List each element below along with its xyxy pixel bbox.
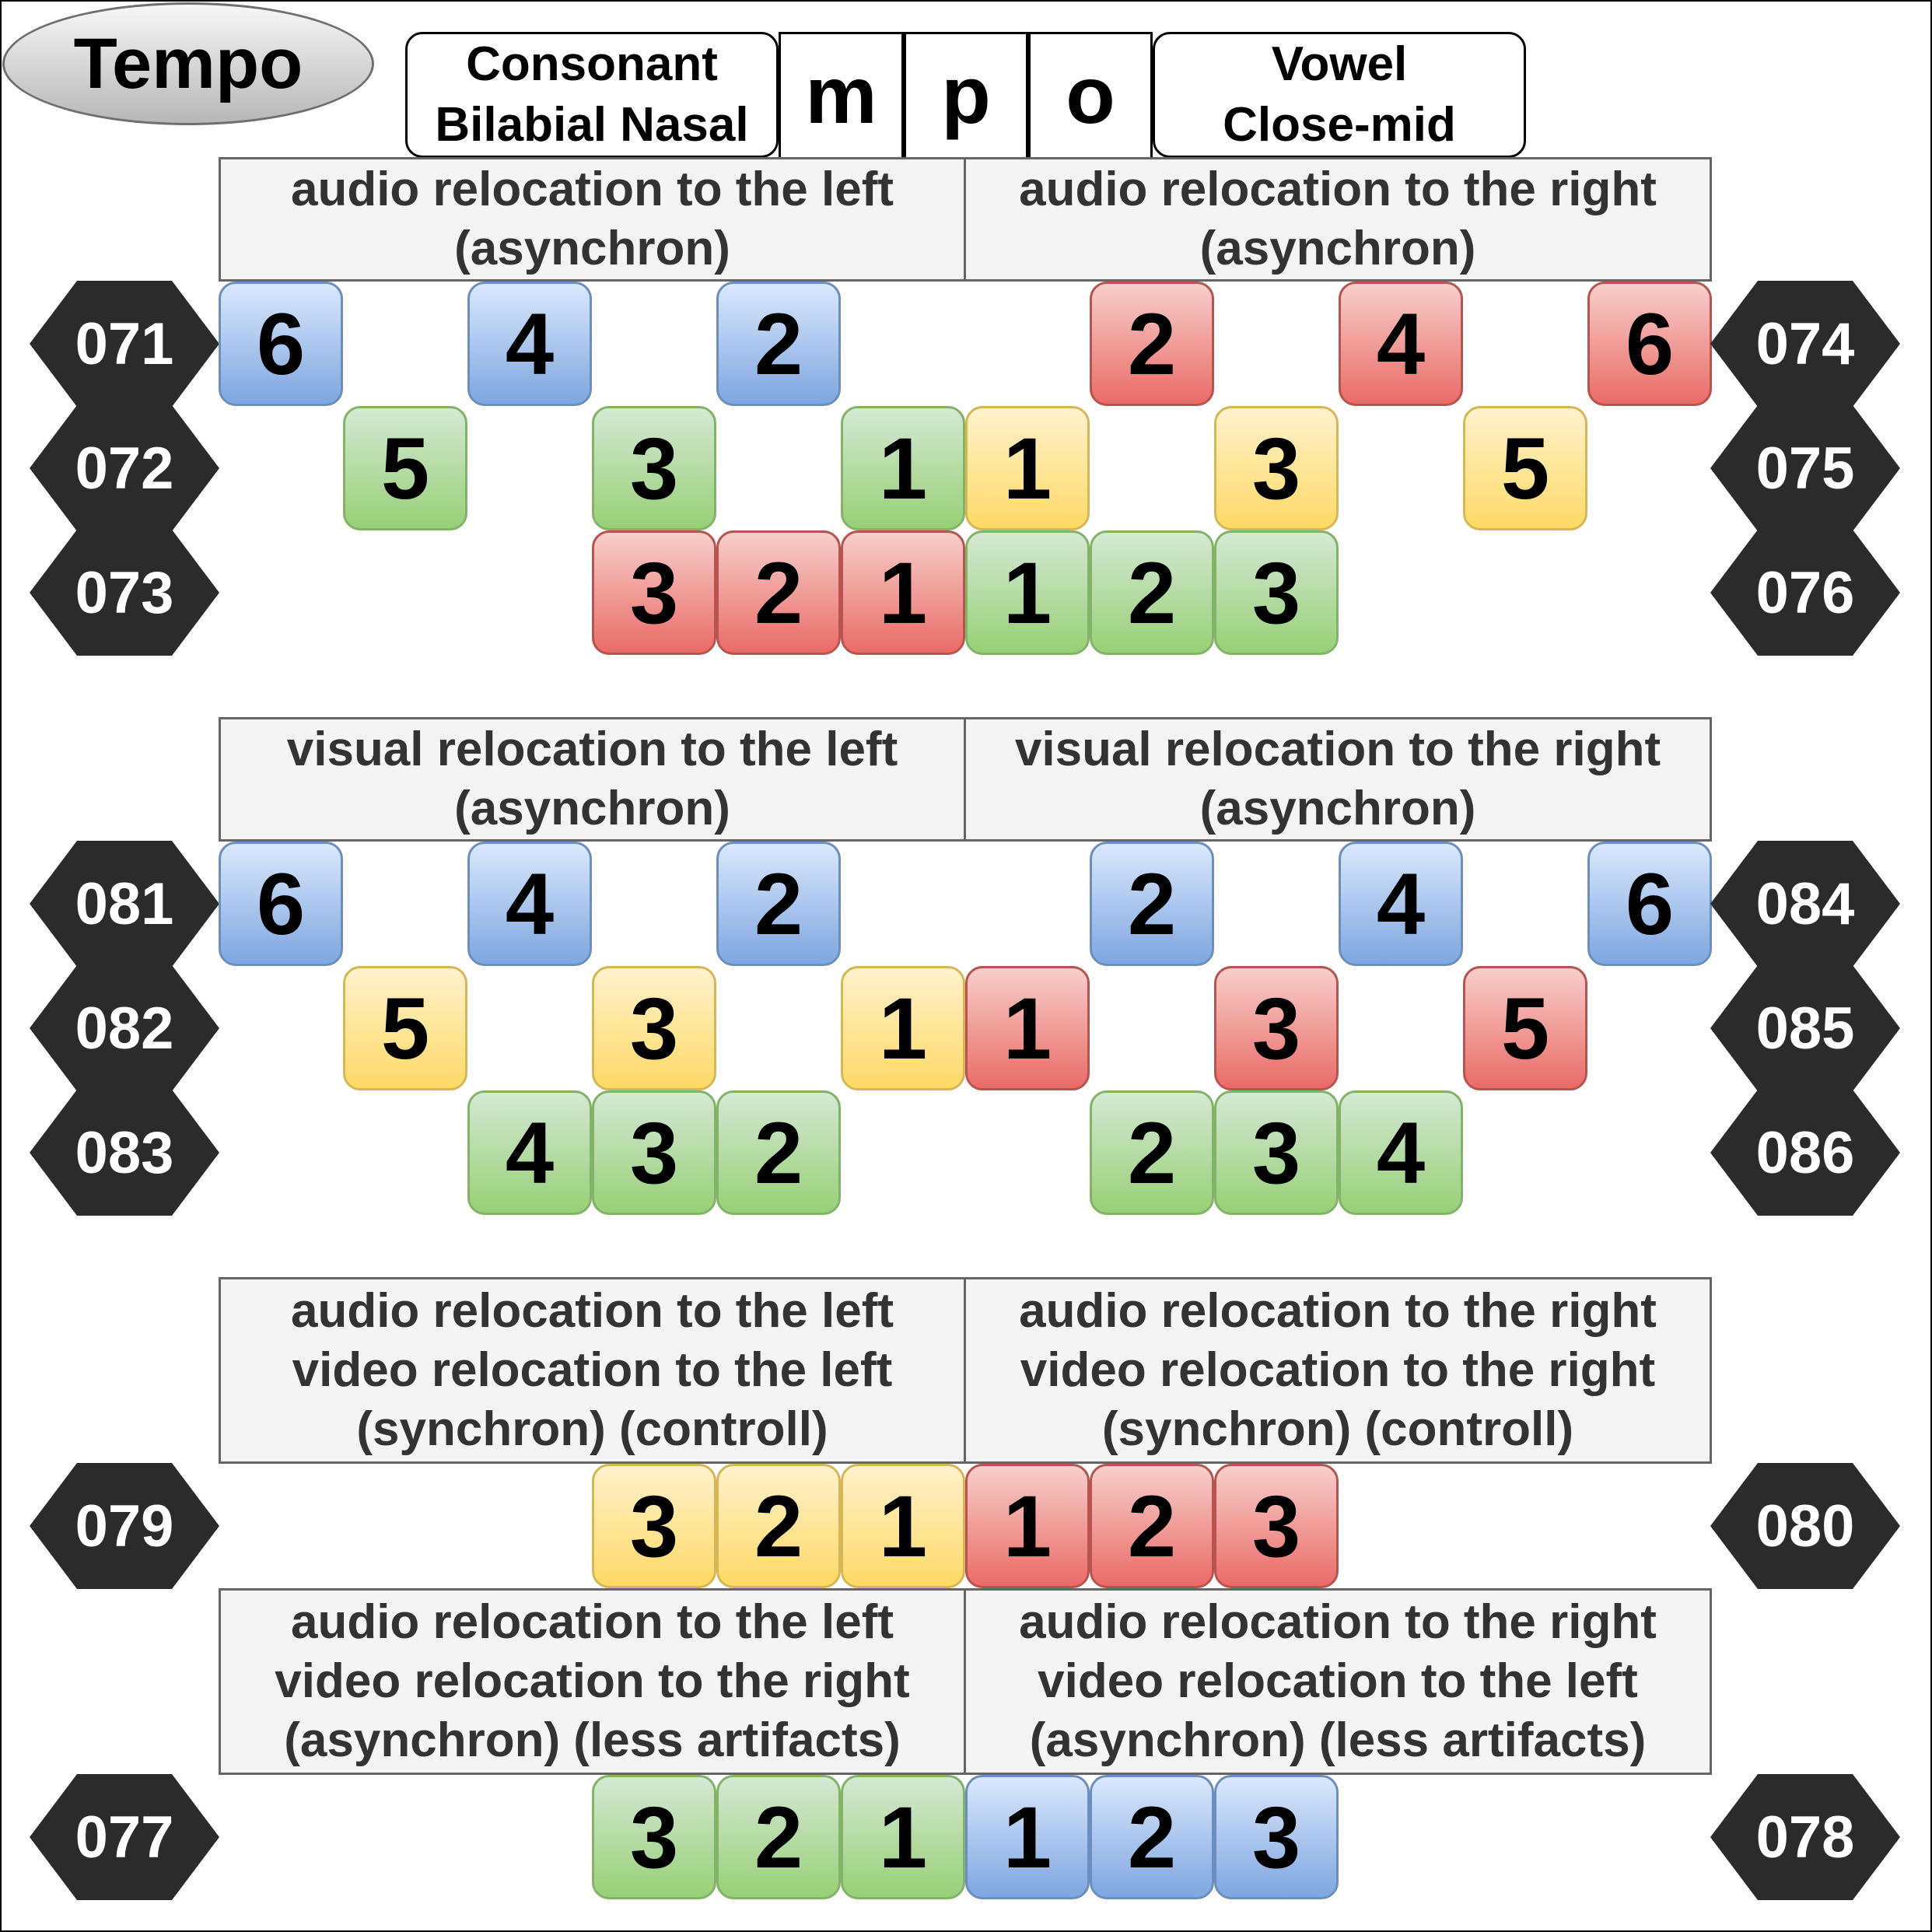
tile-red: 2 xyxy=(1090,282,1214,406)
tile-blue: 4 xyxy=(467,282,592,406)
phoneme-p: p xyxy=(904,32,1028,158)
tile-yellow: 3 xyxy=(592,966,716,1090)
tile-blue: 2 xyxy=(716,842,841,966)
tile-blue: 3 xyxy=(1214,1775,1339,1899)
phoneme-o: o xyxy=(1028,32,1153,158)
tile-yellow: 1 xyxy=(841,966,965,1090)
tile-red: 2 xyxy=(1090,1464,1214,1588)
tile-blue: 2 xyxy=(716,282,841,406)
tile-red: 3 xyxy=(592,530,716,655)
vowel-label: Vowel Close-mid xyxy=(1153,32,1526,158)
tile-yellow: 3 xyxy=(1214,406,1339,530)
tile-blue: 2 xyxy=(1090,842,1214,966)
clip-id-079: 079 xyxy=(30,1463,219,1589)
clip-id-075: 075 xyxy=(1710,405,1900,531)
section-1-left-header: audio relocation to the left (asynchron) xyxy=(219,157,966,282)
clip-id-076: 076 xyxy=(1710,530,1900,656)
clip-id-085: 085 xyxy=(1710,965,1900,1091)
tile-green: 2 xyxy=(1090,1090,1214,1215)
tile-red: 3 xyxy=(1214,966,1339,1090)
tile-green: 4 xyxy=(467,1090,592,1215)
tile-yellow: 2 xyxy=(716,1464,841,1588)
section-3-right-header: audio relocation to the right video relo… xyxy=(964,1277,1712,1464)
tile-green: 2 xyxy=(716,1090,841,1215)
tile-blue: 4 xyxy=(467,842,592,966)
tile-yellow: 1 xyxy=(841,1464,965,1588)
tile-red: 4 xyxy=(1339,282,1463,406)
tile-blue: 6 xyxy=(219,282,343,406)
tile-green: 1 xyxy=(841,1775,965,1899)
tile-yellow: 5 xyxy=(343,966,467,1090)
clip-id-086: 086 xyxy=(1710,1090,1900,1216)
section-4-right-header: audio relocation to the right video relo… xyxy=(964,1588,1712,1775)
consonant-label: Consonant Bilabial Nasal xyxy=(405,32,779,158)
tile-green: 3 xyxy=(1214,1090,1339,1215)
tile-red: 3 xyxy=(1214,1464,1339,1588)
tile-green: 2 xyxy=(1090,530,1214,655)
clip-id-084: 084 xyxy=(1710,841,1900,967)
tile-blue: 6 xyxy=(219,842,343,966)
tile-green: 5 xyxy=(343,406,467,530)
phoneme-m: m xyxy=(779,32,904,158)
tile-red: 5 xyxy=(1463,966,1587,1090)
section-3-left-header: audio relocation to the left video reloc… xyxy=(219,1277,966,1464)
tile-blue: 1 xyxy=(965,1775,1090,1899)
clip-id-074: 074 xyxy=(1710,281,1900,407)
tile-green: 3 xyxy=(592,1090,716,1215)
tile-green: 3 xyxy=(592,406,716,530)
section-2-left-header: visual relocation to the left (asynchron… xyxy=(219,717,966,842)
tile-yellow: 5 xyxy=(1463,406,1587,530)
tile-red: 1 xyxy=(965,1464,1090,1588)
tile-blue: 2 xyxy=(1090,1775,1214,1899)
tile-red: 1 xyxy=(841,530,965,655)
tile-blue: 4 xyxy=(1339,842,1463,966)
tile-red: 6 xyxy=(1587,282,1712,406)
clip-id-080: 080 xyxy=(1710,1463,1900,1589)
tile-yellow: 1 xyxy=(965,406,1090,530)
clip-id-078: 078 xyxy=(1710,1774,1900,1900)
section-4-left-header: audio relocation to the left video reloc… xyxy=(219,1588,966,1775)
tile-green: 3 xyxy=(1214,530,1339,655)
tile-blue: 6 xyxy=(1587,842,1712,966)
section-1-right-header: audio relocation to the right (asynchron… xyxy=(964,157,1712,282)
section-2-right-header: visual relocation to the right (asynchro… xyxy=(964,717,1712,842)
tile-green: 2 xyxy=(716,1775,841,1899)
tile-red: 2 xyxy=(716,530,841,655)
tile-green: 4 xyxy=(1339,1090,1463,1215)
title-oval: Tempo xyxy=(2,2,374,125)
tile-green: 3 xyxy=(592,1775,716,1899)
tile-red: 1 xyxy=(965,966,1090,1090)
tile-green: 1 xyxy=(965,530,1090,655)
tile-green: 1 xyxy=(841,406,965,530)
clip-id-083: 083 xyxy=(30,1090,219,1216)
tile-yellow: 3 xyxy=(592,1464,716,1588)
